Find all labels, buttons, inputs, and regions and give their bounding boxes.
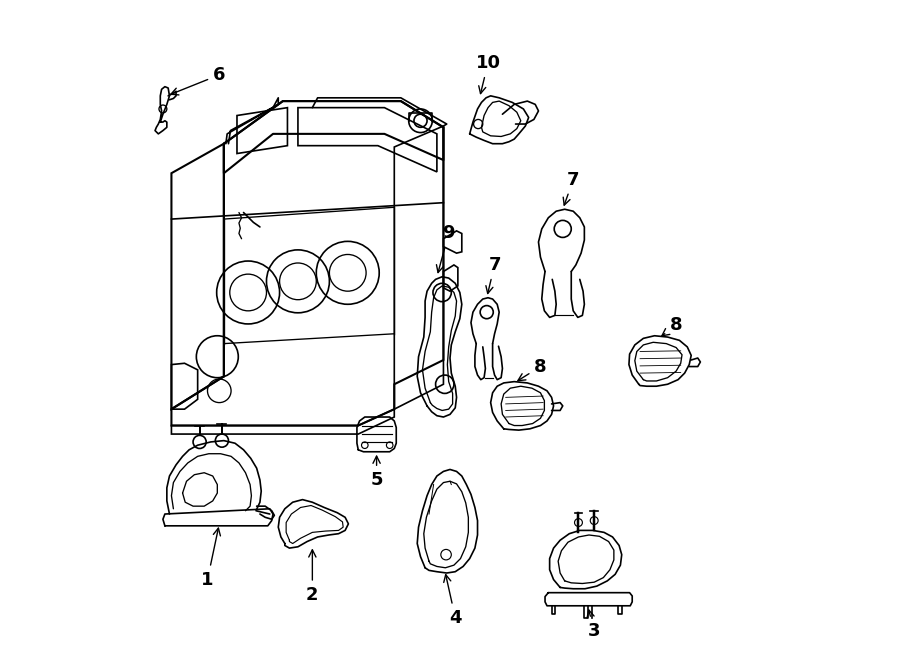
Text: 5: 5 bbox=[370, 456, 382, 489]
Text: 7: 7 bbox=[563, 171, 580, 205]
Text: 4: 4 bbox=[444, 574, 462, 627]
Text: 7: 7 bbox=[486, 256, 500, 293]
Text: 1: 1 bbox=[202, 528, 220, 588]
Text: 3: 3 bbox=[587, 610, 600, 640]
Text: 2: 2 bbox=[306, 550, 319, 603]
Text: 9: 9 bbox=[436, 225, 454, 272]
Text: 8: 8 bbox=[662, 316, 682, 336]
Text: 6: 6 bbox=[171, 66, 226, 95]
Text: 10: 10 bbox=[475, 54, 500, 94]
Text: 8: 8 bbox=[518, 358, 547, 381]
